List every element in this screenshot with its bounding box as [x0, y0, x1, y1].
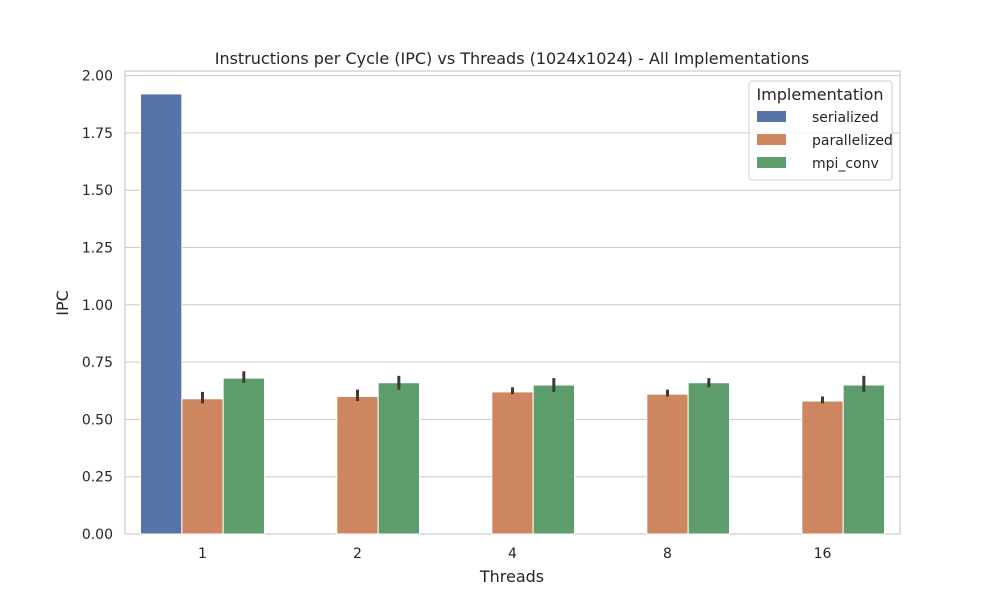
- x-axis-label: Threads: [479, 567, 544, 586]
- legend-label-parallelized: parallelized: [812, 133, 893, 149]
- bar-mpi_conv: [532, 384, 576, 535]
- legend-swatch-mpi_conv: [757, 157, 786, 168]
- x-tick-label: 4: [508, 546, 517, 562]
- x-tick-label: 2: [353, 546, 362, 562]
- bar-mpi_conv: [687, 382, 731, 535]
- bar-parallelized: [336, 395, 379, 535]
- x-tick-labels: 1 2 4 8 16: [198, 546, 831, 562]
- y-tick-label: 0.75: [82, 355, 113, 371]
- legend-label-serialized: serialized: [812, 110, 879, 126]
- y-axis-label: IPC: [53, 290, 72, 316]
- bar-parallelized: [801, 400, 844, 535]
- bar-mpi_conv: [377, 382, 420, 535]
- x-tick-label: 8: [663, 546, 672, 562]
- bar-serialized: [140, 93, 183, 535]
- error-bars: [201, 371, 866, 404]
- bar-parallelized: [491, 391, 534, 535]
- y-tick-label: 1.75: [82, 126, 113, 142]
- y-tick-label: 0.50: [82, 412, 113, 428]
- y-tick-label: 1.25: [82, 240, 113, 256]
- legend-box: [748, 80, 893, 181]
- legend: Implementation serialized parallelized mpi…: [748, 80, 893, 181]
- y-tick-label: 1.50: [82, 183, 113, 199]
- legend-swatch-parallelized: [757, 134, 786, 145]
- y-tick-labels: 0.00 0.25 0.50 0.75 1.00 1.25 1.50 1.75 2.00: [82, 69, 113, 543]
- x-tick-label: 16: [814, 546, 832, 562]
- chart-title: Instructions per Cycle (IPC) vs Threads …: [215, 49, 810, 68]
- bars: [140, 93, 886, 535]
- legend-title: Implementation: [756, 85, 883, 104]
- legend-items: serialized parallelized mpi_conv: [757, 110, 893, 172]
- y-tick-label: 0.25: [82, 470, 113, 486]
- bar-mpi_conv: [842, 384, 886, 535]
- bar-parallelized: [646, 393, 689, 535]
- legend-label-mpi_conv: mpi_conv: [812, 156, 879, 172]
- y-tick-label: 0.00: [82, 527, 113, 543]
- y-tick-label: 2.00: [82, 69, 113, 85]
- legend-swatch-serialized: [757, 111, 786, 122]
- x-tick-label: 1: [198, 546, 207, 562]
- y-tick-label: 1.00: [82, 298, 113, 314]
- bar-mpi_conv: [222, 377, 266, 535]
- bar-parallelized: [181, 398, 224, 535]
